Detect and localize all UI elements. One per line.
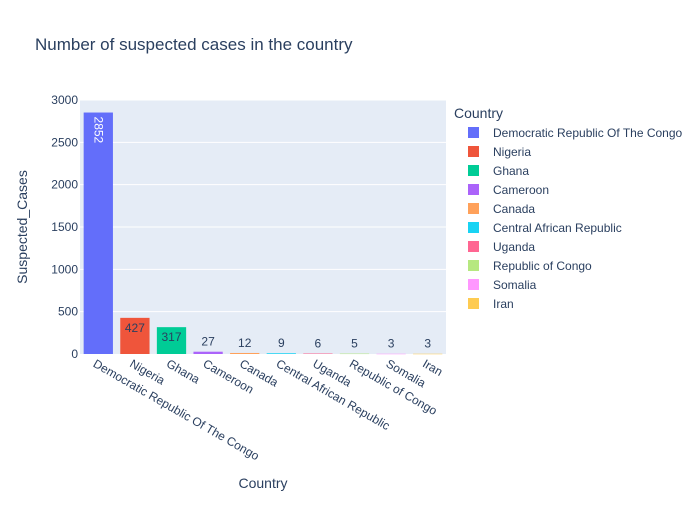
legend-swatch <box>468 127 479 138</box>
legend-swatch <box>468 165 479 176</box>
legend-item[interactable]: Uganda <box>468 240 535 254</box>
bars <box>83 112 443 355</box>
legend-label: Democratic Republic Of The Congo <box>493 126 683 140</box>
y-axis-title: Suspected_Cases <box>14 170 30 284</box>
bar <box>413 353 443 355</box>
legend-swatch <box>468 222 479 233</box>
legend-item[interactable]: Republic of Congo <box>468 259 592 273</box>
bar <box>303 353 333 354</box>
bar <box>83 112 113 354</box>
legend-label: Central African Republic <box>493 221 622 235</box>
data-labels: 2852 427 317 27 12 9 6 5 3 3 <box>91 117 431 351</box>
y-tick-label: 1000 <box>51 262 78 276</box>
legend-items: Democratic Republic Of The Congo Nigeria G… <box>468 126 683 311</box>
bar <box>376 353 406 355</box>
legend-swatch <box>468 279 479 290</box>
legend-swatch <box>468 298 479 309</box>
y-tick-label: 500 <box>58 305 78 319</box>
bar <box>230 352 260 354</box>
legend-item[interactable]: Nigeria <box>468 145 531 159</box>
legend-item[interactable]: Somalia <box>468 278 537 292</box>
data-label: 3 <box>388 337 395 351</box>
legend-label: Cameroon <box>493 183 549 197</box>
data-label: 427 <box>125 321 145 335</box>
bar <box>266 353 296 354</box>
y-tick-label: 3000 <box>51 93 78 107</box>
data-label: 6 <box>315 336 322 350</box>
legend-item[interactable]: Iran <box>468 297 514 311</box>
y-tick-label: 0 <box>71 347 78 361</box>
data-label: 2852 <box>91 117 105 144</box>
data-label: 12 <box>238 336 252 350</box>
data-label: 317 <box>161 330 181 344</box>
legend-item[interactable]: Central African Republic <box>468 221 622 235</box>
data-label: 5 <box>351 337 358 351</box>
data-label: 27 <box>201 335 215 349</box>
legend-swatch <box>468 184 479 195</box>
legend-label: Canada <box>493 202 535 216</box>
legend-swatch <box>468 260 479 271</box>
legend-swatch <box>468 146 479 157</box>
legend: Country Democratic Republic Of The Congo… <box>454 105 683 311</box>
legend-title: Country <box>454 105 503 121</box>
legend-item[interactable]: Ghana <box>468 164 529 178</box>
bar <box>339 353 370 355</box>
chart-title: Number of suspected cases in the country <box>35 35 353 54</box>
legend-label: Ghana <box>493 164 529 178</box>
legend-swatch <box>468 203 479 214</box>
legend-swatch <box>468 241 479 252</box>
legend-label: Nigeria <box>493 145 531 159</box>
x-tick-label: Ghana <box>164 356 202 386</box>
y-tick-label: 2000 <box>51 178 78 192</box>
y-tick-label: 1500 <box>51 220 78 234</box>
legend-item[interactable]: Cameroon <box>468 183 549 197</box>
legend-item[interactable]: Canada <box>468 202 535 216</box>
bar <box>193 351 223 354</box>
legend-label: Republic of Congo <box>493 259 592 273</box>
legend-item[interactable]: Democratic Republic Of The Congo <box>468 126 683 140</box>
y-tick-label: 2500 <box>51 135 78 149</box>
bar <box>156 327 187 354</box>
data-label: 9 <box>278 336 285 350</box>
y-axis-ticks: 0 500 1000 1500 2000 2500 3000 <box>51 93 78 361</box>
bar <box>120 317 150 354</box>
legend-label: Uganda <box>493 240 535 254</box>
x-axis-title: Country <box>238 475 287 491</box>
legend-label: Somalia <box>493 278 537 292</box>
data-label: 3 <box>424 337 431 351</box>
legend-label: Iran <box>493 297 514 311</box>
grid-lines <box>80 99 446 313</box>
x-axis-ticks: Democratic Republic Of The CongoNigeriaG… <box>91 356 445 463</box>
